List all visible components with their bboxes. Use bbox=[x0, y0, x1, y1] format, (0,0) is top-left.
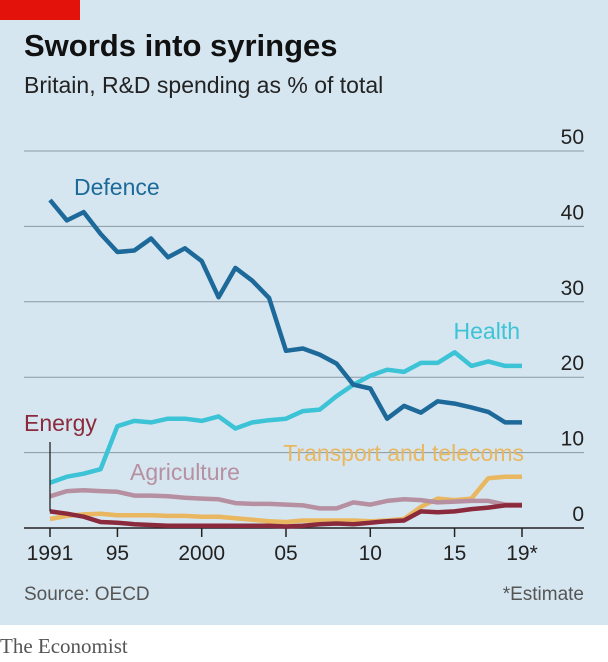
brand-red-tag bbox=[0, 0, 80, 20]
x-tick-label-2010: 10 bbox=[359, 542, 382, 565]
x-tick-label-2015: 15 bbox=[443, 542, 466, 565]
series-lines bbox=[48, 198, 522, 529]
series-line-agriculture bbox=[49, 488, 522, 511]
grid-lines bbox=[24, 150, 584, 529]
y-tick-label-40: 40 bbox=[561, 201, 584, 224]
y-tick-label-30: 30 bbox=[561, 277, 584, 300]
source-note: Source: OECD bbox=[24, 584, 150, 605]
series-label-transport: Transport and telecoms bbox=[283, 440, 524, 466]
brand-name: The Economist bbox=[0, 634, 128, 658]
series-label-energy: Energy bbox=[24, 410, 97, 436]
x-tick-label-2000: 2000 bbox=[178, 542, 225, 565]
series-labels: Defence Health Transport and telecoms Agric… bbox=[24, 174, 524, 512]
series-label-health: Health bbox=[454, 318, 520, 344]
series-line-defence bbox=[48, 198, 522, 425]
series-line-energy bbox=[49, 503, 522, 529]
y-tick-label-50: 50 bbox=[561, 126, 584, 149]
chart-title: Swords into syringes bbox=[24, 28, 338, 63]
estimate-note: *Estimate bbox=[502, 584, 584, 605]
x-tick-label-1991: 1991 bbox=[27, 542, 74, 565]
y-tick-label-0: 0 bbox=[572, 503, 584, 526]
chart-subtitle: Britain, R&D spending as % of total bbox=[24, 72, 384, 98]
x-axis: 1991 95 2000 05 10 15 19* bbox=[27, 528, 538, 565]
series-label-agriculture: Agriculture bbox=[130, 459, 240, 485]
x-tick-label-2005: 05 bbox=[274, 542, 297, 565]
series-line-transport bbox=[49, 474, 522, 525]
x-tick-label-1995: 95 bbox=[106, 542, 129, 565]
line-chart: 0 10 20 30 40 50 1991 95 2000 05 10 15 19* Defence H… bbox=[24, 126, 584, 565]
series-label-defence: Defence bbox=[74, 174, 160, 200]
y-tick-label-10: 10 bbox=[561, 428, 584, 451]
y-tick-labels: 0 10 20 30 40 50 bbox=[561, 126, 584, 526]
y-tick-label-20: 20 bbox=[561, 352, 584, 375]
x-tick-label-2019: 19* bbox=[506, 542, 538, 565]
series-line-health bbox=[49, 350, 522, 485]
